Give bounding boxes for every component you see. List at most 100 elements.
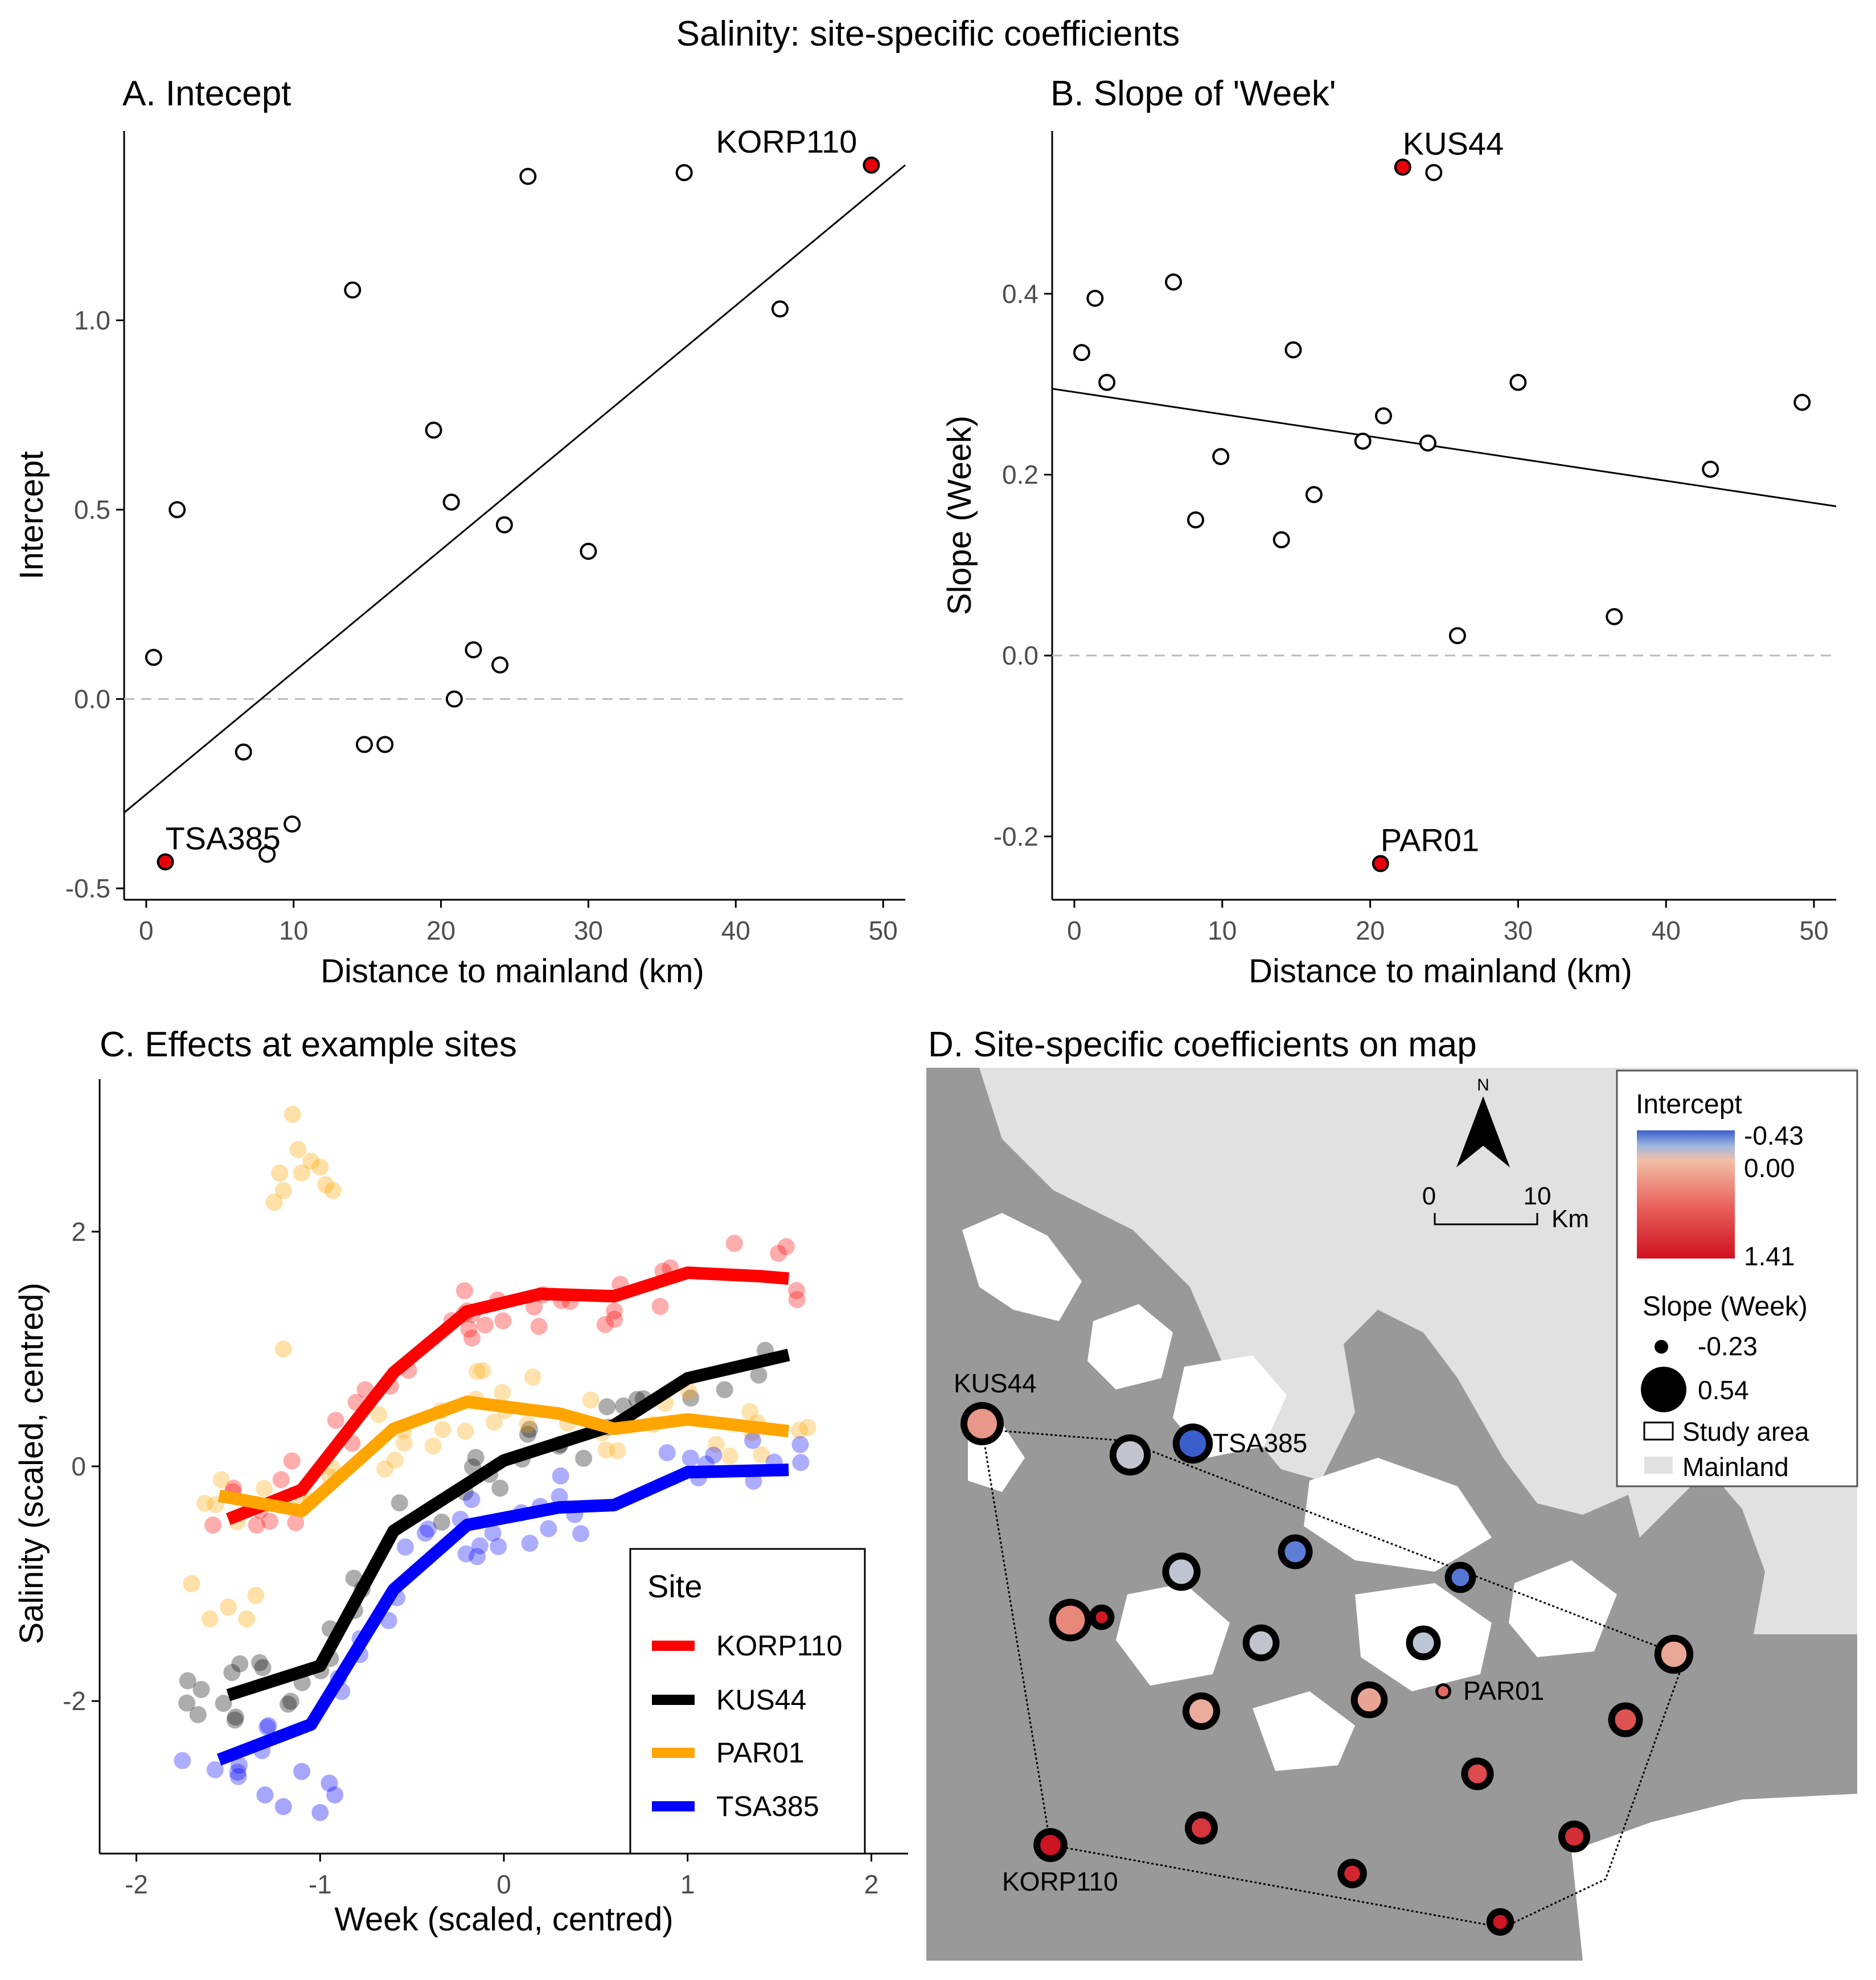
panel-c-title: C. Effects at example sites — [100, 1025, 517, 1064]
observation-point — [274, 1340, 292, 1358]
panel-c: C. Effects at example sites -2 -1 0 1 2-202 … — [13, 1025, 908, 1938]
observation-point — [229, 1763, 247, 1781]
observation-point — [457, 1423, 474, 1440]
observation-point — [460, 1320, 478, 1338]
data-point — [442, 493, 460, 511]
observation-point — [311, 1803, 329, 1821]
observation-point — [238, 1610, 256, 1628]
map-legend: Intercept -0.43 0.00 1.41 Slope (Week) -… — [1616, 1069, 1858, 1487]
y-tick-label: -2 — [63, 1686, 86, 1716]
data-point — [258, 846, 276, 863]
observation-point — [606, 1310, 623, 1328]
observation-point — [716, 1381, 733, 1399]
observation-point — [485, 1413, 503, 1431]
y-tick-label: 1.0 — [74, 306, 110, 335]
map-site-label: TSA385 — [1213, 1428, 1307, 1458]
panel-a-ylabel: Intercept — [13, 451, 50, 580]
x-tick-label: 0 — [139, 916, 154, 945]
data-point — [495, 516, 513, 534]
data-point — [491, 656, 509, 674]
observation-point — [189, 1706, 207, 1723]
observation-point — [658, 1444, 676, 1461]
panel-a: A. Intecept 0 10 20 30 40 50 -0.5 0.0 0.5 1.0 KORP… — [13, 74, 906, 990]
observation-point — [258, 1719, 276, 1736]
data-point — [1606, 608, 1623, 625]
x-tick-label: 50 — [1799, 916, 1828, 945]
observation-point — [598, 1398, 616, 1416]
observation-point — [248, 1516, 265, 1534]
data-point — [425, 421, 442, 439]
scale-label-km: Km — [1551, 1205, 1589, 1233]
map-sites: KUS44 TSA385 PAR01 KORP110 — [954, 1368, 1694, 1936]
scale-label-10: 10 — [1524, 1182, 1551, 1210]
observation-point — [597, 1441, 615, 1459]
observation-point — [434, 1421, 451, 1438]
observation-point — [490, 1538, 507, 1555]
observation-point — [271, 1164, 289, 1182]
y-tick-label: 2 — [71, 1217, 86, 1247]
data-point — [1073, 344, 1090, 362]
data-point — [1284, 341, 1302, 359]
x-tick-label: 10 — [279, 916, 308, 945]
observation-point — [791, 1421, 808, 1439]
observation-point — [183, 1575, 200, 1593]
observation-point — [524, 1368, 541, 1386]
observation-point — [582, 1391, 600, 1409]
observation-point — [282, 1692, 299, 1710]
panel-c-ylabel: Salinity (scaled, centred) — [13, 1282, 50, 1644]
scale-label-0: 0 — [1422, 1182, 1436, 1210]
highlighted-point — [157, 853, 174, 871]
observation-point — [226, 1711, 244, 1729]
observation-point — [311, 1158, 329, 1176]
observation-point — [261, 1512, 278, 1530]
highlighted-point-label: TSA385 — [165, 820, 280, 856]
panel-b-ylabel: Slope (Week) — [941, 416, 978, 615]
observation-point — [463, 1329, 481, 1347]
observation-point — [284, 1105, 301, 1123]
observation-point — [682, 1449, 699, 1467]
observation-point — [596, 1315, 614, 1333]
x-tick-label: 40 — [1652, 916, 1681, 945]
map-site-marker — [1040, 1835, 1061, 1855]
observation-point — [231, 1655, 249, 1672]
observation-point — [283, 1452, 301, 1470]
panel-b-title: B. Slope of 'Week' — [1050, 74, 1336, 113]
map-site-marker — [1438, 1686, 1448, 1696]
observation-point — [551, 1487, 568, 1505]
observation-point — [317, 1176, 334, 1194]
data-point — [1187, 511, 1205, 528]
observation-point — [254, 1659, 272, 1676]
observation-point — [792, 1454, 810, 1471]
panel-c-legend: Site KORP110 KUS44 PAR01 TSA385 — [629, 1548, 866, 1855]
map-area: KUS44 TSA385 PAR01 KORP110 N 0 10 Km Interc… — [926, 1068, 1858, 1961]
observation-point — [391, 1494, 408, 1512]
observation-point — [396, 1538, 414, 1556]
observation-point — [788, 1291, 806, 1309]
data-point — [1086, 289, 1104, 307]
legend-mainland-swatch — [1644, 1457, 1673, 1474]
observation-point — [395, 1434, 413, 1452]
map-site-marker — [1249, 1631, 1273, 1655]
observation-point — [609, 1442, 626, 1460]
panel-b-plot: 0 10 20 30 40 50 -0.2 0.0 0.2 0.4 KUS44 PAR01 — [994, 126, 1837, 945]
highlighted-point-label: KORP110 — [716, 124, 857, 159]
island-9 — [1571, 1794, 1857, 1961]
data-point — [1354, 432, 1372, 450]
observation-point — [463, 1491, 481, 1508]
observation-point — [251, 1654, 269, 1671]
legend-mainland-label: Mainland — [1682, 1452, 1789, 1482]
legend-study-area-label: Study area — [1682, 1417, 1809, 1446]
observation-point — [327, 1412, 344, 1429]
observation-point — [530, 1318, 548, 1335]
x-tick-label: 50 — [869, 916, 898, 945]
legend-slope-title: Slope (Week) — [1643, 1292, 1808, 1322]
trend-line-kus44 — [226, 1348, 790, 1702]
regression-line — [124, 164, 906, 814]
observation-point — [606, 1302, 623, 1320]
observation-point — [293, 1164, 310, 1182]
observation-point — [219, 1598, 237, 1616]
legend-label-par01: PAR01 — [716, 1737, 804, 1769]
observation-point — [519, 1416, 536, 1433]
data-point — [1374, 407, 1392, 425]
x-tick-label: 1 — [680, 1870, 695, 1899]
